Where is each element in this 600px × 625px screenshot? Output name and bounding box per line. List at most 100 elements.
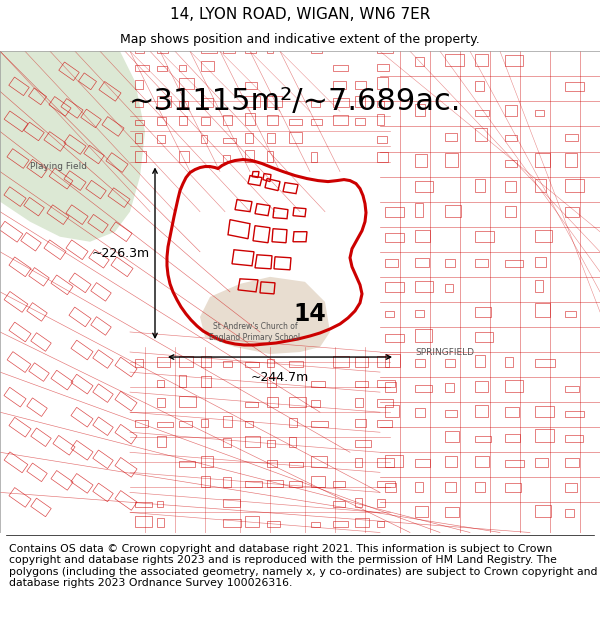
Bar xyxy=(223,478,231,488)
Bar xyxy=(445,284,453,292)
Bar xyxy=(415,57,424,66)
Bar xyxy=(245,516,259,528)
Bar xyxy=(475,128,487,141)
Bar xyxy=(333,115,348,126)
Bar xyxy=(377,380,395,387)
Bar xyxy=(355,118,365,126)
Bar xyxy=(565,82,584,91)
Bar xyxy=(157,42,168,53)
Bar xyxy=(415,281,433,292)
Bar xyxy=(475,81,484,91)
Bar xyxy=(475,54,488,66)
Bar xyxy=(201,98,212,107)
Bar xyxy=(565,134,578,141)
Bar xyxy=(535,109,544,116)
Bar xyxy=(333,521,348,528)
Bar xyxy=(445,410,457,418)
Bar xyxy=(565,207,578,217)
Bar xyxy=(201,476,211,488)
Bar xyxy=(355,96,365,108)
Bar xyxy=(157,96,171,108)
Bar xyxy=(267,96,282,108)
Bar xyxy=(355,441,371,448)
Bar xyxy=(415,459,430,468)
Bar xyxy=(245,421,253,428)
Bar xyxy=(311,45,322,53)
Bar xyxy=(135,421,148,428)
Bar xyxy=(223,155,230,161)
Bar xyxy=(535,281,544,292)
Bar xyxy=(157,66,167,71)
Bar xyxy=(565,509,574,518)
Bar xyxy=(289,119,302,126)
Bar xyxy=(505,434,520,442)
Bar xyxy=(377,399,393,407)
Bar xyxy=(157,118,166,126)
Bar xyxy=(245,436,260,447)
Bar xyxy=(475,332,493,342)
Bar xyxy=(267,460,277,468)
Bar xyxy=(535,153,550,166)
Bar xyxy=(311,152,317,161)
Bar xyxy=(311,421,328,428)
Bar xyxy=(179,375,185,387)
Bar xyxy=(157,357,170,367)
Bar xyxy=(445,204,461,217)
Bar xyxy=(245,361,259,367)
Bar xyxy=(311,119,322,126)
Bar xyxy=(505,104,517,116)
Bar xyxy=(415,202,424,217)
Bar xyxy=(223,46,235,53)
Bar xyxy=(311,456,326,468)
Bar xyxy=(223,416,232,428)
Bar xyxy=(135,516,152,528)
Bar xyxy=(415,359,425,367)
Bar xyxy=(289,398,306,407)
Bar xyxy=(223,138,236,144)
Bar xyxy=(505,260,523,267)
Bar xyxy=(245,132,253,144)
Bar xyxy=(535,179,546,192)
Bar xyxy=(289,438,296,448)
Bar xyxy=(179,64,186,71)
Bar xyxy=(505,460,524,468)
Bar xyxy=(333,81,346,89)
Bar xyxy=(475,308,491,317)
Bar xyxy=(475,231,494,242)
Bar xyxy=(565,411,584,418)
Bar xyxy=(475,179,485,192)
Bar xyxy=(355,381,368,387)
Bar xyxy=(377,356,389,367)
Bar xyxy=(157,380,164,387)
Bar xyxy=(385,334,404,342)
Bar xyxy=(377,481,395,488)
Bar xyxy=(157,134,164,144)
Bar xyxy=(535,303,550,317)
Bar xyxy=(179,356,193,367)
Bar xyxy=(201,419,208,428)
Bar xyxy=(377,521,384,528)
Bar xyxy=(377,420,392,428)
Bar xyxy=(535,505,551,518)
Bar xyxy=(475,110,490,116)
Bar xyxy=(355,458,362,468)
Bar xyxy=(201,356,211,367)
Bar xyxy=(267,116,278,126)
Bar xyxy=(565,386,578,392)
Bar xyxy=(415,104,425,116)
Bar xyxy=(445,54,464,66)
Bar xyxy=(385,354,400,367)
Bar xyxy=(135,121,144,126)
Bar xyxy=(445,132,457,141)
Bar xyxy=(311,100,320,107)
Bar xyxy=(505,357,514,367)
Bar xyxy=(223,499,240,508)
Bar xyxy=(267,397,278,407)
Polygon shape xyxy=(0,51,145,242)
Bar xyxy=(445,482,456,492)
Bar xyxy=(179,461,194,468)
Bar xyxy=(377,78,388,89)
Bar xyxy=(333,65,348,71)
Bar xyxy=(385,232,404,242)
Bar xyxy=(565,458,579,468)
